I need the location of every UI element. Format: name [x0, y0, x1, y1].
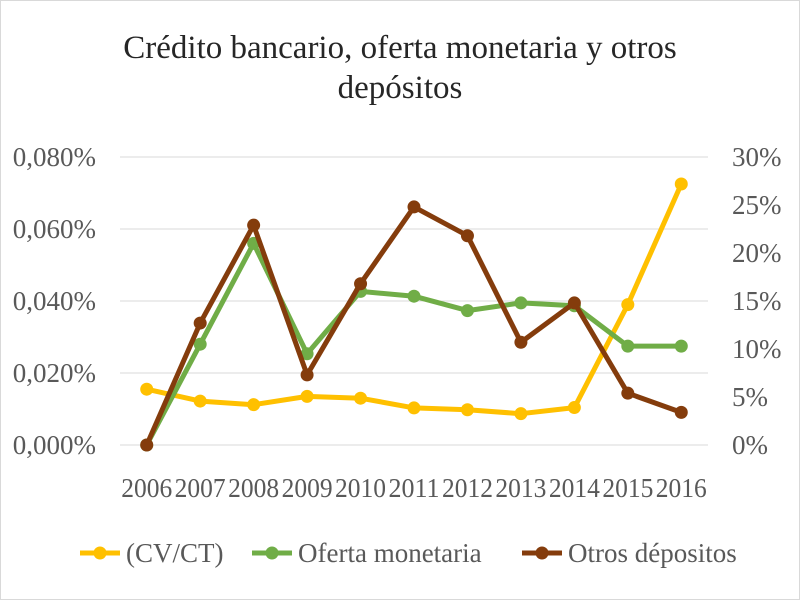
data-point-otros-d-positos	[407, 200, 421, 214]
data-point-otros-d-positos	[354, 277, 368, 291]
y-left-tick-label: 0,020%	[13, 358, 96, 388]
chart-title: Crédito bancario, oferta monetaria y otr…	[0, 28, 800, 108]
x-tick-label: 2016	[656, 473, 707, 503]
x-tick-label: 2010	[335, 473, 386, 503]
data-point-otros-d-positos	[621, 386, 635, 400]
data-point-cv-ct	[567, 401, 581, 415]
legend-item: (CV/CT)	[78, 533, 224, 573]
x-tick-label: 2008	[228, 473, 279, 503]
legend-marker	[252, 546, 292, 560]
legend-label: Otros dépositos	[568, 537, 737, 568]
y-right-tick-label: 25%	[732, 190, 782, 220]
y-right-tick-label: 10%	[732, 334, 782, 364]
data-point-otros-d-positos	[674, 405, 688, 419]
y-left-tick-label: 0,000%	[13, 430, 96, 460]
data-point-otros-d-positos	[300, 368, 314, 382]
y-right-tick-label: 0%	[732, 430, 768, 460]
data-point-oferta-monetaria	[514, 296, 528, 310]
data-point-oferta-monetaria	[621, 339, 635, 353]
x-tick-label: 2009	[282, 473, 333, 503]
data-point-cv-ct	[621, 298, 635, 312]
legend-label: (CV/CT)	[126, 537, 224, 568]
data-point-cv-ct	[674, 177, 688, 191]
y-left-tick-label: 0,080%	[13, 142, 96, 172]
y-right-tick-label: 30%	[732, 142, 782, 172]
x-tick-label: 2012	[442, 473, 493, 503]
data-point-cv-ct	[460, 403, 474, 417]
data-point-cv-ct	[354, 391, 368, 405]
chart-legend: (CV/CT) Oferta monetaria Otros dépositos	[0, 533, 800, 573]
x-tick-label: 2015	[602, 473, 653, 503]
x-tick-label: 2013	[495, 473, 546, 503]
data-point-cv-ct	[193, 394, 207, 408]
data-point-oferta-monetaria	[193, 337, 207, 351]
data-point-otros-d-positos	[193, 316, 207, 330]
data-point-otros-d-positos	[567, 296, 581, 310]
data-point-oferta-monetaria	[674, 339, 688, 353]
legend-item: Otros dépositos	[520, 533, 737, 573]
legend-label: Oferta monetaria	[298, 537, 482, 568]
y-left-tick-label: 0,060%	[13, 214, 96, 244]
y-left-tick-label: 0,040%	[13, 286, 96, 316]
x-tick-label: 2006	[121, 473, 172, 503]
legend-marker	[80, 546, 120, 560]
data-point-otros-d-positos	[514, 335, 528, 349]
data-point-otros-d-positos	[140, 438, 154, 452]
data-point-cv-ct	[300, 389, 314, 403]
chart-title-line-1: Crédito bancario, oferta monetaria y otr…	[123, 30, 677, 66]
x-tick-label: 2011	[389, 473, 440, 503]
y-right-tick-label: 5%	[732, 382, 768, 412]
data-point-cv-ct	[247, 398, 261, 412]
x-tick-label: 2014	[549, 473, 600, 503]
data-point-oferta-monetaria	[300, 347, 314, 361]
data-point-otros-d-positos	[460, 229, 474, 243]
chart-title-line-2: depósitos	[337, 70, 463, 106]
data-point-cv-ct	[514, 407, 528, 421]
y-right-tick-label: 15%	[732, 286, 782, 316]
data-point-cv-ct	[140, 382, 154, 396]
legend-item: Oferta monetaria	[250, 533, 482, 573]
data-point-otros-d-positos	[247, 218, 261, 232]
data-point-oferta-monetaria	[407, 289, 421, 303]
legend-marker	[522, 546, 562, 560]
x-tick-label: 2007	[175, 473, 226, 503]
data-point-cv-ct	[407, 401, 421, 415]
data-point-oferta-monetaria	[460, 304, 474, 318]
y-right-tick-label: 20%	[732, 238, 782, 268]
